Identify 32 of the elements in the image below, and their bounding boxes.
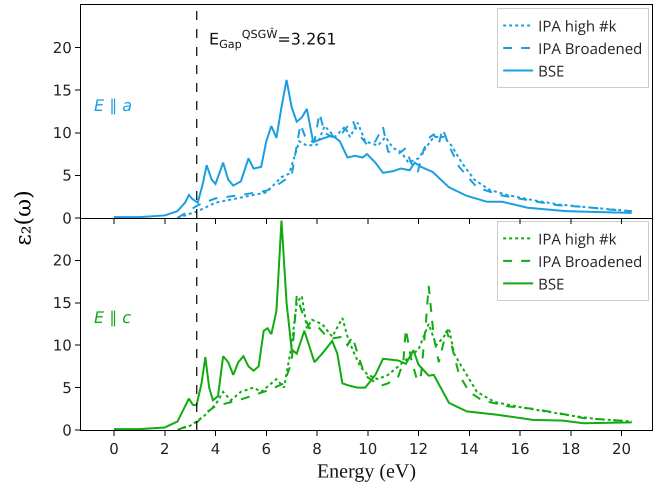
y-tick-label: 20 bbox=[52, 252, 72, 270]
y-tick-label: 10 bbox=[52, 124, 72, 142]
annotation: E ∥ c bbox=[94, 308, 132, 327]
x-tick-label: 2 bbox=[160, 440, 170, 458]
legend-label: IPA Broadened bbox=[538, 252, 642, 272]
y-tick-label: 5 bbox=[62, 166, 72, 185]
x-tick-label: 20 bbox=[612, 440, 632, 458]
y-tick-label: 20 bbox=[52, 38, 72, 57]
x-tick-label: 12 bbox=[408, 440, 428, 458]
x-tick-label: 16 bbox=[510, 440, 530, 458]
annotation: E ∥ a bbox=[94, 96, 132, 115]
x-tick-label: 6 bbox=[261, 440, 272, 458]
legend-label: BSE bbox=[538, 274, 564, 294]
y-tick-label: 0 bbox=[62, 209, 72, 228]
x-tick-label: 14 bbox=[460, 440, 479, 458]
y-tick-label: 15 bbox=[52, 81, 72, 100]
y-axis-title: ε₂(ω) bbox=[12, 190, 36, 246]
x-tick-label: 0 bbox=[109, 440, 119, 458]
x-tick-label: 18 bbox=[561, 440, 580, 458]
y-tick-label: 10 bbox=[52, 336, 72, 354]
annotation: E$_{Gap}$$^{QSGŴ}$=3.261 bbox=[209, 27, 337, 52]
legend-label: IPA Broadened bbox=[538, 38, 642, 59]
legend-label: BSE bbox=[538, 61, 564, 82]
x-axis-title: Energy (eV) bbox=[316, 460, 416, 483]
y-tick-label: 15 bbox=[52, 294, 72, 312]
x-tick-label: 4 bbox=[210, 440, 220, 458]
y-tick-label: 5 bbox=[62, 378, 72, 397]
x-tick-label: 10 bbox=[358, 440, 378, 458]
legend-label: IPA high #k bbox=[538, 229, 617, 250]
x-tick-label: 8 bbox=[312, 440, 322, 458]
y-tick-label: 0 bbox=[62, 421, 72, 440]
legend-label: IPA high #k bbox=[538, 16, 617, 36]
